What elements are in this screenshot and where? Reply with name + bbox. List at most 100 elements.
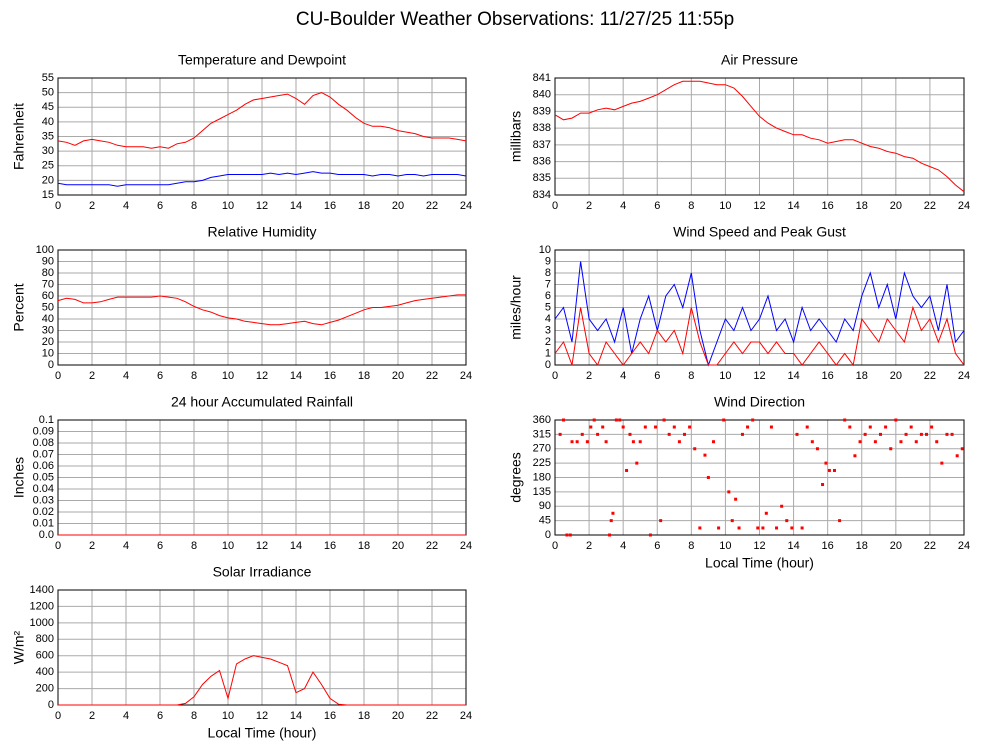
y-tick-label: 0.03 — [33, 494, 54, 506]
chart-title: Relative Humidity — [208, 224, 317, 240]
x-tick-label: 24 — [460, 710, 472, 722]
x-tick-label: 0 — [55, 710, 61, 722]
x-tick-label: 16 — [324, 540, 336, 552]
data-point — [945, 432, 949, 436]
y-tick-label: 837 — [533, 139, 551, 151]
data-point — [940, 461, 944, 465]
y-tick-label: 7 — [545, 278, 551, 290]
x-tick-label: 6 — [654, 200, 660, 212]
x-tick-label: 4 — [123, 200, 129, 212]
data-point — [821, 483, 825, 487]
data-point — [575, 440, 579, 444]
data-point — [703, 453, 707, 457]
x-tick-label: 6 — [654, 540, 660, 552]
y-tick-label: 20 — [42, 336, 54, 348]
data-point — [611, 511, 615, 515]
y-tick-label: 45 — [42, 101, 54, 113]
x-tick-label: 22 — [426, 370, 438, 382]
data-point — [565, 533, 569, 537]
y-tick-label: 200 — [36, 682, 54, 694]
y-tick-label: 180 — [533, 471, 551, 483]
y-tick-label: 315 — [533, 428, 551, 440]
data-point — [780, 504, 784, 508]
data-point — [672, 425, 676, 429]
x-tick-label: 16 — [324, 710, 336, 722]
chart-title: Solar Irradiance — [213, 564, 312, 580]
plot-frame — [57, 589, 467, 706]
y-tick-label: 0.07 — [33, 448, 54, 460]
data-point — [631, 440, 635, 444]
data-point — [810, 440, 814, 444]
x-tick-label: 2 — [89, 710, 95, 722]
x-tick-label: 18 — [358, 710, 370, 722]
y-tick-label: 0 — [48, 359, 54, 371]
y-tick-label: 4 — [545, 313, 551, 325]
y-tick-label: 30 — [42, 145, 54, 157]
x-tick-label: 6 — [157, 710, 163, 722]
plot-frame — [57, 77, 467, 196]
plot-frame — [554, 249, 965, 366]
chart-panel: Air Pressure millibars 834 835 836 837 838 839 8… — [508, 52, 970, 212]
x-tick-label: 20 — [392, 200, 404, 212]
x-tick-label: 24 — [958, 200, 970, 212]
y-tick-label: 800 — [36, 633, 54, 645]
data-point — [899, 440, 903, 444]
x-tick-label: 20 — [890, 200, 902, 212]
chart-panel: 24 hour Accumulated RainfallInches0.00.0… — [11, 394, 472, 552]
data-point — [930, 425, 934, 429]
y-tick-label: 0 — [545, 359, 551, 371]
x-tick-label: 8 — [191, 710, 197, 722]
x-tick-label: 0 — [552, 370, 558, 382]
data-point — [618, 418, 622, 422]
x-tick-label: 4 — [123, 540, 129, 552]
y-tick-label: 3 — [545, 324, 551, 336]
x-tick-label: 8 — [191, 370, 197, 382]
data-point — [730, 519, 734, 523]
data-point — [769, 425, 773, 429]
x-tick-label: 14 — [787, 540, 799, 552]
data-line — [554, 261, 965, 367]
data-point — [592, 418, 596, 422]
x-tick-label: 10 — [719, 540, 731, 552]
x-tick-label: 10 — [222, 200, 234, 212]
data-point — [734, 497, 738, 501]
x-tick-label: 24 — [958, 370, 970, 382]
x-tick-label: 2 — [89, 200, 95, 212]
x-tick-label: 22 — [924, 370, 936, 382]
x-tick-label: 4 — [620, 540, 626, 552]
y-tick-label: 90 — [42, 255, 54, 267]
data-point — [558, 432, 562, 436]
x-tick-label: 0 — [552, 540, 558, 552]
y-tick-label: 80 — [42, 267, 54, 279]
data-point — [914, 440, 918, 444]
x-tick-label: 4 — [620, 200, 626, 212]
data-point — [727, 490, 731, 494]
x-tick-label: 4 — [123, 710, 129, 722]
y-axis-label: Fahrenheit — [11, 103, 27, 170]
y-tick-label: 40 — [42, 116, 54, 128]
y-tick-label: 600 — [36, 650, 54, 662]
y-tick-label: 0.04 — [33, 483, 54, 495]
x-tick-label: 18 — [856, 540, 868, 552]
x-tick-label: 22 — [924, 540, 936, 552]
x-tick-label: 14 — [290, 370, 302, 382]
y-tick-label: 836 — [533, 155, 551, 167]
x-tick-label: 10 — [719, 200, 731, 212]
data-point — [950, 432, 954, 436]
x-tick-label: 24 — [460, 200, 472, 212]
data-point — [570, 440, 574, 444]
y-tick-label: 840 — [533, 89, 551, 101]
y-tick-label: 839 — [533, 105, 551, 117]
y-axis-label: degrees — [508, 452, 524, 503]
data-point — [815, 447, 819, 451]
y-tick-label: 1 — [545, 347, 551, 359]
y-tick-label: 10 — [539, 244, 551, 256]
chart-title: Air Pressure — [721, 52, 798, 68]
y-tick-label: 0.05 — [33, 471, 54, 483]
data-point — [785, 519, 789, 523]
x-tick-label: 20 — [392, 540, 404, 552]
data-point — [800, 526, 804, 530]
x-tick-label: 18 — [856, 200, 868, 212]
